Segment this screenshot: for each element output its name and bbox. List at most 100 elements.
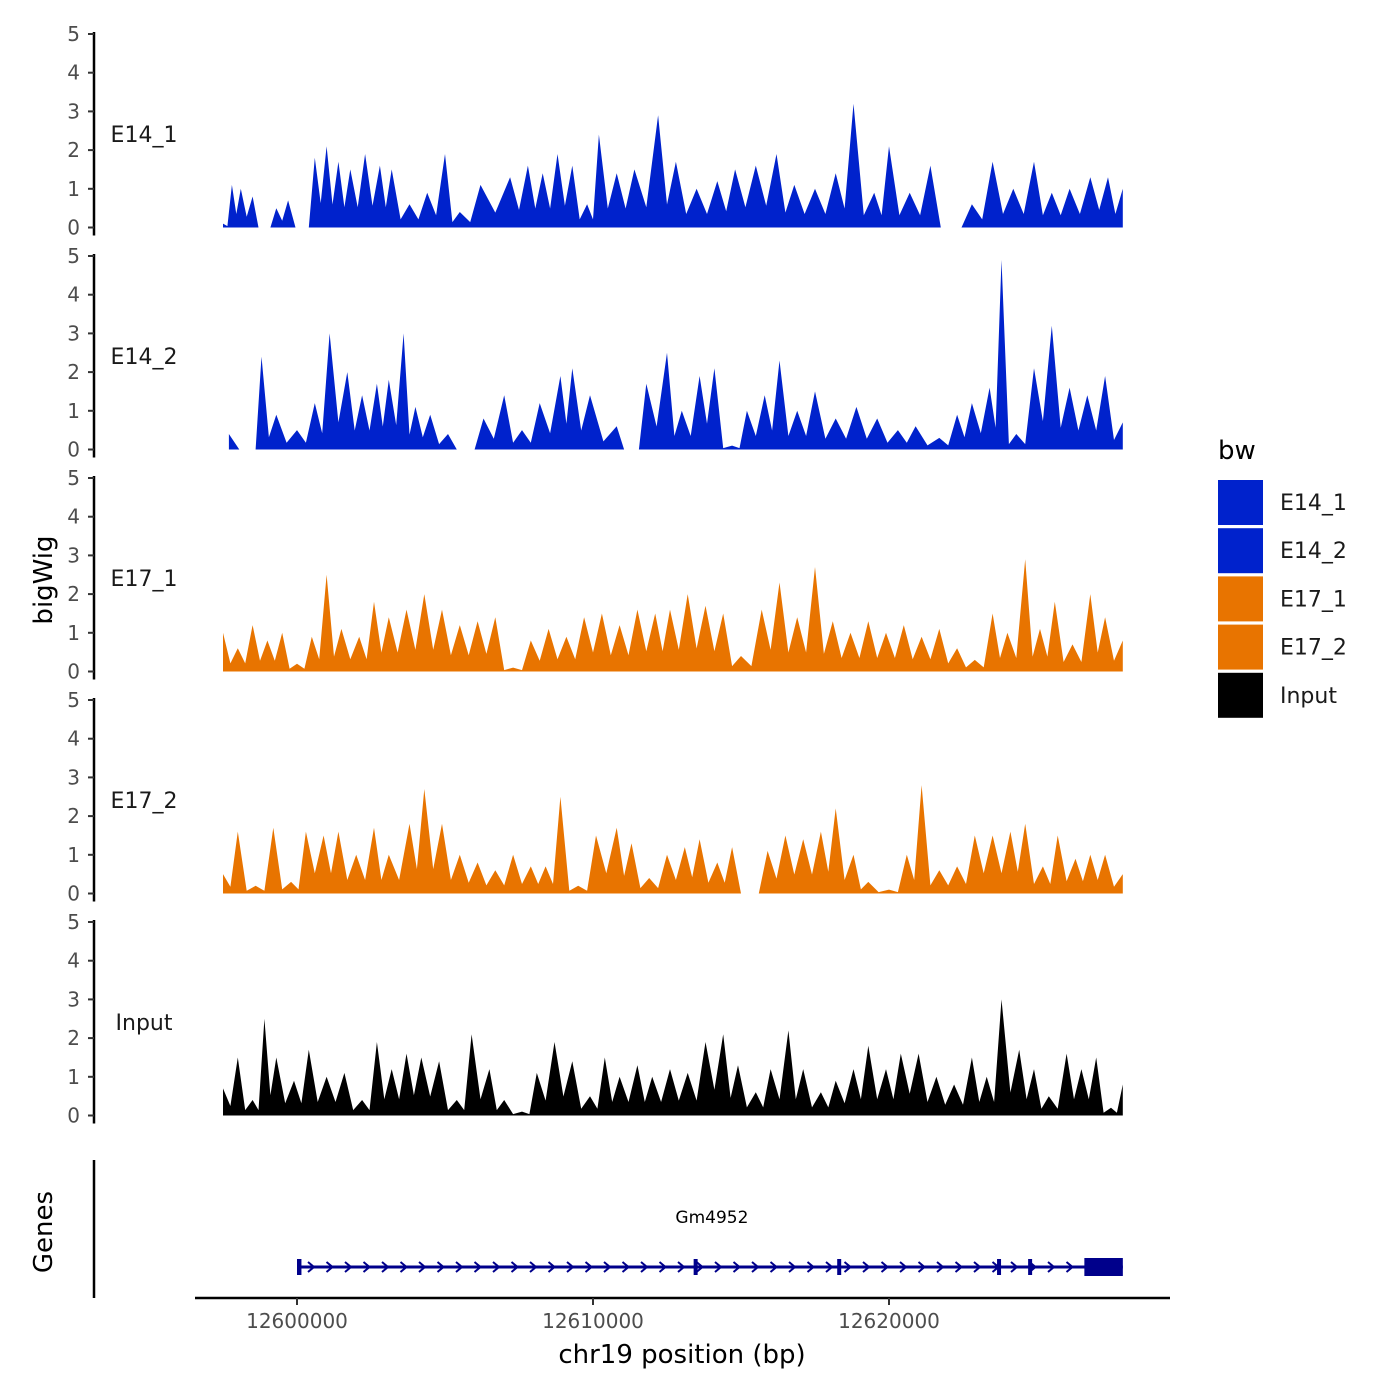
track-input: 0 1 2 3 4 5 Input — [67, 910, 1123, 1128]
x-axis-title: chr19 position (bp) — [558, 1340, 805, 1370]
strand-arrow — [714, 1261, 723, 1273]
strand-arrow — [1010, 1261, 1019, 1273]
strand-arrow — [658, 1261, 668, 1273]
strand-arrow — [695, 1261, 705, 1273]
strand-arrow — [344, 1261, 353, 1273]
y-tick-label: 0 — [67, 216, 80, 240]
strand-arrow — [751, 1261, 760, 1273]
y-tick-label: 5 — [67, 688, 80, 712]
legend-label: E17_2 — [1280, 636, 1347, 661]
strand-arrow — [825, 1261, 834, 1273]
strand-arrow — [473, 1261, 483, 1273]
legend-swatch — [1218, 528, 1263, 574]
gene-label: Gm4952 — [675, 1208, 748, 1228]
strand-arrow — [862, 1261, 871, 1273]
track-e14-1: 0 1 2 3 4 5 E14_1 — [67, 22, 1123, 240]
y-tick-label: 2 — [67, 1026, 80, 1050]
signal-area-input — [223, 999, 1123, 1116]
y-tick-label: 4 — [67, 727, 80, 751]
legend-swatch — [1218, 576, 1263, 622]
gene-panel: Gm4952 — [92, 1160, 1123, 1298]
legend-label: Input — [1280, 684, 1337, 709]
y-axis-title: bigWig — [29, 535, 59, 624]
y-tick-label: 5 — [67, 910, 80, 934]
signal-area-e17-1 — [223, 559, 1123, 672]
signal-area-e14-2 — [228, 259, 1123, 450]
strand-arrow — [1047, 1261, 1056, 1273]
strand-arrow — [362, 1261, 372, 1273]
track-e14-2: 0 1 2 3 4 5 E14_2 — [67, 244, 1123, 462]
gene-exon — [1028, 1259, 1033, 1275]
y-tick-label: 3 — [67, 543, 80, 567]
strand-arrow — [325, 1261, 335, 1273]
strand-arrow — [603, 1261, 612, 1273]
y-tick-label: 2 — [67, 804, 80, 828]
y-tick-label: 4 — [67, 949, 80, 973]
signal-area-e17-2 — [223, 785, 1123, 894]
x-tick-label: 12620000 — [838, 1309, 940, 1333]
strand-arrow — [399, 1261, 409, 1273]
y-tick-label: 2 — [67, 360, 80, 384]
strand-arrow — [621, 1261, 631, 1273]
y-tick-label: 3 — [67, 987, 80, 1011]
track-e17-1: 0 1 2 3 4 5 E17_1 — [67, 466, 1123, 684]
y-tick-label: 0 — [67, 660, 80, 684]
y-tick-label: 1 — [67, 843, 80, 867]
strand-arrow — [418, 1261, 427, 1273]
strand-arrow — [492, 1261, 501, 1273]
legend-label: E14_2 — [1280, 539, 1347, 564]
strand-arrow — [1065, 1261, 1075, 1273]
y-tick-label: 4 — [67, 61, 80, 85]
track-label: Input — [116, 1011, 173, 1036]
signal-tracks: 0 1 2 3 4 5 E14_1 0 1 2 3 4 5 E14_2 0 1 2 3 4 5 E17_1 0 1 2 3 4 5 E… — [67, 22, 1123, 1128]
y-tick-label: 2 — [67, 582, 80, 606]
strand-arrow — [677, 1261, 686, 1273]
gene-exon — [693, 1259, 698, 1275]
strand-arrow — [307, 1261, 316, 1273]
legend-title: bw — [1218, 436, 1256, 466]
gene-exon — [997, 1259, 1002, 1275]
strand-arrow — [584, 1261, 594, 1273]
y-tick-label: 5 — [67, 244, 80, 268]
legend-swatch — [1218, 480, 1263, 525]
strand-arrow — [566, 1261, 575, 1273]
strand-arrow — [455, 1261, 464, 1273]
strand-arrow — [640, 1261, 649, 1273]
strand-arrow — [806, 1261, 816, 1273]
y-tick-label: 3 — [67, 321, 80, 345]
y-tick-label: 4 — [67, 505, 80, 529]
strand-arrow — [510, 1261, 520, 1273]
strand-arrow — [917, 1261, 927, 1273]
legend: E14_1 E14_2 E17_1 E17_2 Input — [1218, 480, 1347, 718]
legend-label: E17_1 — [1280, 587, 1347, 612]
y-tick-label: 5 — [67, 22, 80, 46]
signal-area-e14-1 — [223, 103, 1123, 228]
y-tick-label: 0 — [67, 1104, 80, 1128]
y-tick-label: 1 — [67, 621, 80, 645]
y-tick-label: 3 — [67, 765, 80, 789]
genes-axis-title: Genes — [29, 1191, 59, 1273]
track-label: E17_2 — [111, 789, 178, 814]
track-e17-2: 0 1 2 3 4 5 E17_2 — [67, 688, 1123, 906]
y-tick-label: 5 — [67, 466, 80, 490]
gene-exon — [297, 1259, 302, 1275]
y-tick-label: 3 — [67, 99, 80, 123]
y-tick-label: 0 — [67, 882, 80, 906]
strand-arrow — [732, 1261, 742, 1273]
strand-arrow — [954, 1261, 964, 1273]
strand-arrow — [769, 1261, 779, 1273]
x-tick-label: 12600000 — [246, 1309, 348, 1333]
track-label: E14_1 — [111, 123, 178, 148]
strand-arrow — [880, 1261, 890, 1273]
legend-swatch — [1218, 624, 1263, 670]
gene-exon — [1084, 1258, 1123, 1276]
strand-arrow — [973, 1261, 982, 1273]
strand-arrow — [843, 1261, 853, 1273]
y-tick-label: 2 — [67, 138, 80, 162]
strand-arrow — [899, 1261, 908, 1273]
track-label: E17_1 — [111, 567, 178, 592]
strand-arrow — [436, 1261, 446, 1273]
x-tick-label: 12610000 — [542, 1309, 644, 1333]
track-label: E14_2 — [111, 345, 178, 370]
